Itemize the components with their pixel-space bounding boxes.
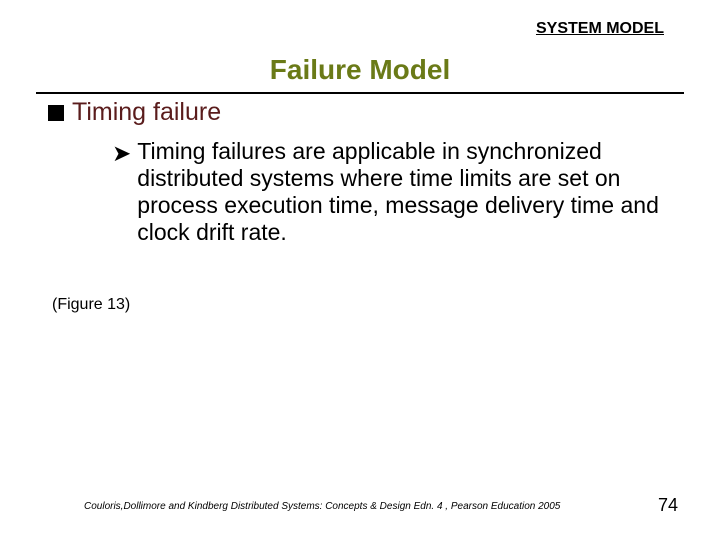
square-bullet-icon [48, 105, 64, 121]
sub-bullet-row: ➤ Timing failures are applicable in sync… [112, 138, 680, 247]
citation: Couloris,Dollimore and Kindberg Distribu… [84, 501, 560, 512]
bullet-text: Timing failure [72, 98, 221, 127]
figure-note: (Figure 13) [52, 296, 130, 314]
page-number: 74 [658, 495, 678, 516]
slide: SYSTEM MODEL Failure Model Timing failur… [0, 0, 720, 540]
bullet-row: Timing failure [48, 98, 221, 127]
sub-bullet-text: Timing failures are applicable in synchr… [137, 138, 680, 247]
header-label: SYSTEM MODEL [536, 20, 664, 38]
slide-title: Failure Model [0, 54, 720, 86]
arrow-bullet-icon: ➤ [112, 140, 131, 167]
title-rule [36, 92, 684, 94]
